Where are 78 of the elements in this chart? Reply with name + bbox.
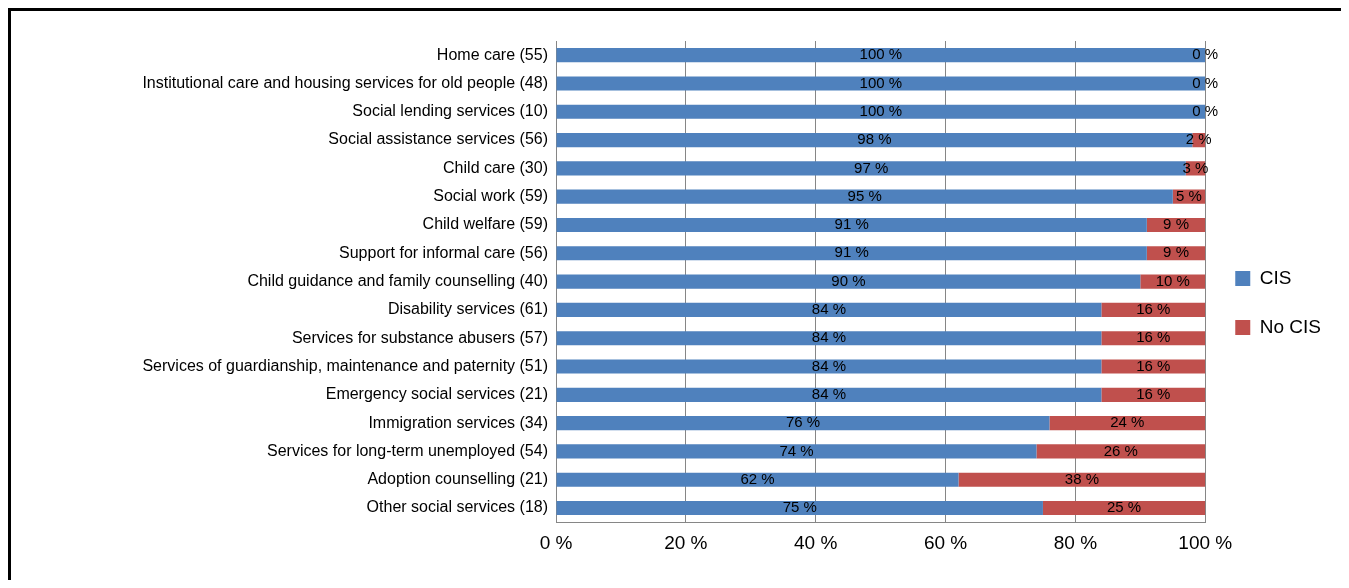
data-label: 62 % — [740, 469, 775, 487]
bar — [556, 48, 1206, 63]
y-tick-label: Services of guardianship, maintenance and paternity (51) — [142, 356, 548, 374]
x-tick-label: 0 % — [539, 531, 573, 553]
data-label: 100 % — [859, 45, 903, 63]
y-tick-label: Social lending services (10) — [352, 102, 548, 120]
data-label: 75 % — [782, 498, 817, 516]
x-tick-label: 40 % — [794, 531, 838, 553]
y-tick-label: Home care (55) — [436, 45, 548, 63]
data-label: 16 % — [1136, 300, 1171, 318]
bar — [1042, 500, 1206, 516]
y-tick-label: Child welfare (59) — [422, 215, 548, 233]
data-label: 0 % — [1192, 73, 1219, 91]
bar — [556, 189, 1173, 204]
data-label: 74 % — [779, 441, 814, 459]
y-tick-label: Emergency social services (21) — [325, 385, 548, 403]
data-label: 84 % — [811, 300, 847, 318]
data-label: 97 % — [854, 158, 889, 176]
bar — [556, 104, 1206, 119]
bar — [556, 359, 1102, 374]
bar — [556, 500, 1043, 516]
y-tick-label: Immigration services (34) — [368, 413, 548, 431]
bar — [556, 331, 1102, 346]
x-tick-label: 80 % — [1053, 531, 1098, 553]
y-tick-label: Services for long-term unemployed (54) — [266, 441, 548, 459]
bar — [556, 274, 1141, 289]
x-tick-label: 100 % — [1178, 531, 1233, 553]
bar — [1049, 416, 1206, 431]
data-label: 10 % — [1155, 271, 1190, 289]
data-label: 76 % — [785, 413, 821, 431]
data-label: 0 % — [1192, 101, 1219, 119]
data-label: 100 % — [859, 101, 903, 119]
data-label: 84 % — [811, 328, 847, 346]
y-tick-label: Social work (59) — [433, 187, 548, 205]
bar — [556, 302, 1102, 317]
data-label: 16 % — [1136, 328, 1171, 346]
y-tick-label: Institutional care and housing services for old people (48) — [142, 73, 548, 91]
legend-label: CIS — [1259, 266, 1292, 288]
bar — [556, 444, 1037, 459]
data-label: 16 % — [1136, 384, 1171, 402]
data-label: 95 % — [847, 186, 882, 204]
bar — [556, 132, 1193, 148]
data-label: 24 % — [1110, 413, 1145, 431]
y-tick-label: Services for substance abusers (57) — [291, 328, 548, 346]
y-tick-label: Other social services (18) — [366, 498, 548, 516]
data-label: 91 % — [834, 215, 869, 233]
bar — [1101, 359, 1206, 374]
bar — [556, 246, 1147, 261]
y-tick-label: Child guidance and family counselling (40) — [247, 272, 548, 290]
y-tick-label: Child care (30) — [443, 158, 548, 176]
bar — [556, 387, 1102, 402]
legend-label: No CIS — [1259, 315, 1322, 337]
y-tick-label: Social assistance services (56) — [328, 130, 548, 148]
y-tick-label: Support for informal care (56) — [339, 243, 548, 261]
data-label: 90 % — [831, 271, 866, 289]
y-tick-label: Disability services (61) — [387, 300, 548, 318]
bar — [556, 217, 1147, 233]
data-label: 0 % — [1192, 45, 1219, 63]
bar — [556, 76, 1206, 91]
data-label: 38 % — [1064, 469, 1099, 487]
data-label: 5 % — [1176, 186, 1202, 204]
data-label: 9 % — [1163, 215, 1189, 233]
data-label: 91 % — [834, 243, 869, 261]
data-label: 100 % — [859, 73, 903, 91]
data-label: 16 % — [1136, 356, 1171, 374]
data-label: 84 % — [811, 356, 847, 374]
bar — [1036, 444, 1206, 459]
bar — [556, 472, 959, 487]
x-tick-label: 60 % — [923, 531, 968, 553]
data-label: 9 % — [1163, 243, 1189, 261]
data-label: 98 % — [857, 130, 892, 148]
y-tick-label: Adoption counselling (21) — [367, 470, 548, 488]
data-label: 26 % — [1103, 441, 1138, 459]
x-tick-label: 20 % — [664, 531, 708, 553]
data-label: 84 % — [811, 384, 847, 402]
bar — [556, 416, 1050, 431]
data-label: 25 % — [1107, 498, 1142, 516]
bar — [958, 472, 1206, 487]
